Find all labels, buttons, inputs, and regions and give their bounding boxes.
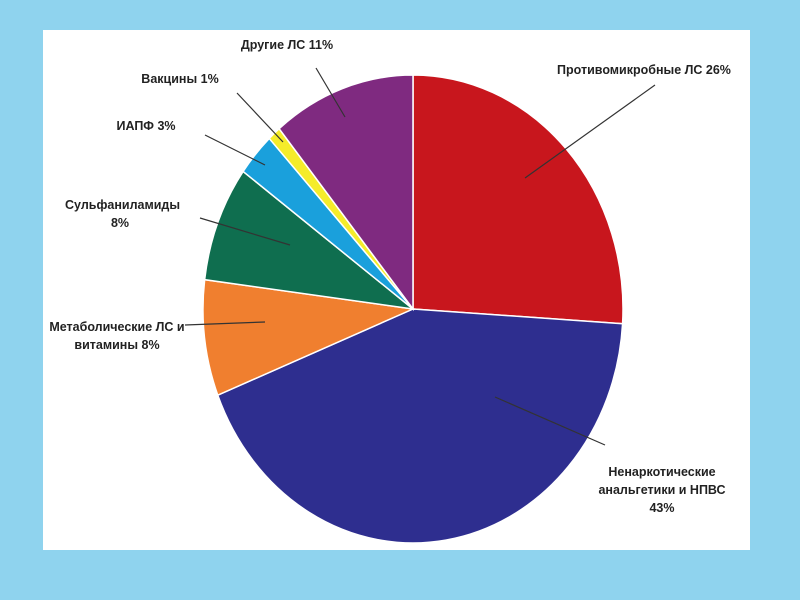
slice-label: ИАПФ 3%: [96, 117, 196, 135]
slice-label: Сульфаниламиды 8%: [65, 196, 180, 232]
pie-slice: [202, 278, 416, 397]
leader-line: [199, 217, 291, 246]
slice-label: Вакцины 1%: [125, 70, 235, 88]
leader-line: [236, 92, 284, 143]
leader-line: [204, 134, 266, 166]
leader-lines: [184, 67, 656, 446]
category-label: Противомикробные ЛС: [557, 62, 703, 77]
leader-line: [524, 84, 656, 179]
value-label: 11%: [308, 37, 334, 52]
slice-label: Противомикробные ЛС 26%: [529, 61, 759, 79]
pie-slice: [278, 74, 414, 312]
slice-label: Другие ЛС 11%: [222, 36, 352, 54]
leader-line: [494, 396, 606, 446]
pie-slice: [412, 74, 624, 325]
category-label: Другие ЛС: [240, 37, 306, 52]
value-label: 1%: [200, 71, 219, 86]
category-label: Метаболические ЛС и витамины: [49, 319, 185, 352]
slice-label: Метаболические ЛС и витамины 8%: [42, 318, 192, 354]
pie-slice: [216, 308, 624, 544]
leader-line: [315, 67, 346, 118]
value-label: 8%: [141, 338, 160, 352]
value-label: 3%: [157, 118, 176, 133]
value-label: 8%: [110, 216, 130, 230]
category-label: ИАПФ: [116, 118, 154, 133]
value-label: 26%: [705, 62, 731, 77]
category-label: Вакцины: [141, 71, 198, 86]
value-label: 43%: [649, 501, 675, 516]
category-label: Сульфаниламиды: [65, 197, 180, 212]
slice-label: Ненаркотические анальгетики и НПВС 43%: [587, 463, 737, 517]
leader-line: [184, 321, 266, 326]
category-label: Ненаркотические анальгетики и НПВС: [598, 464, 726, 497]
